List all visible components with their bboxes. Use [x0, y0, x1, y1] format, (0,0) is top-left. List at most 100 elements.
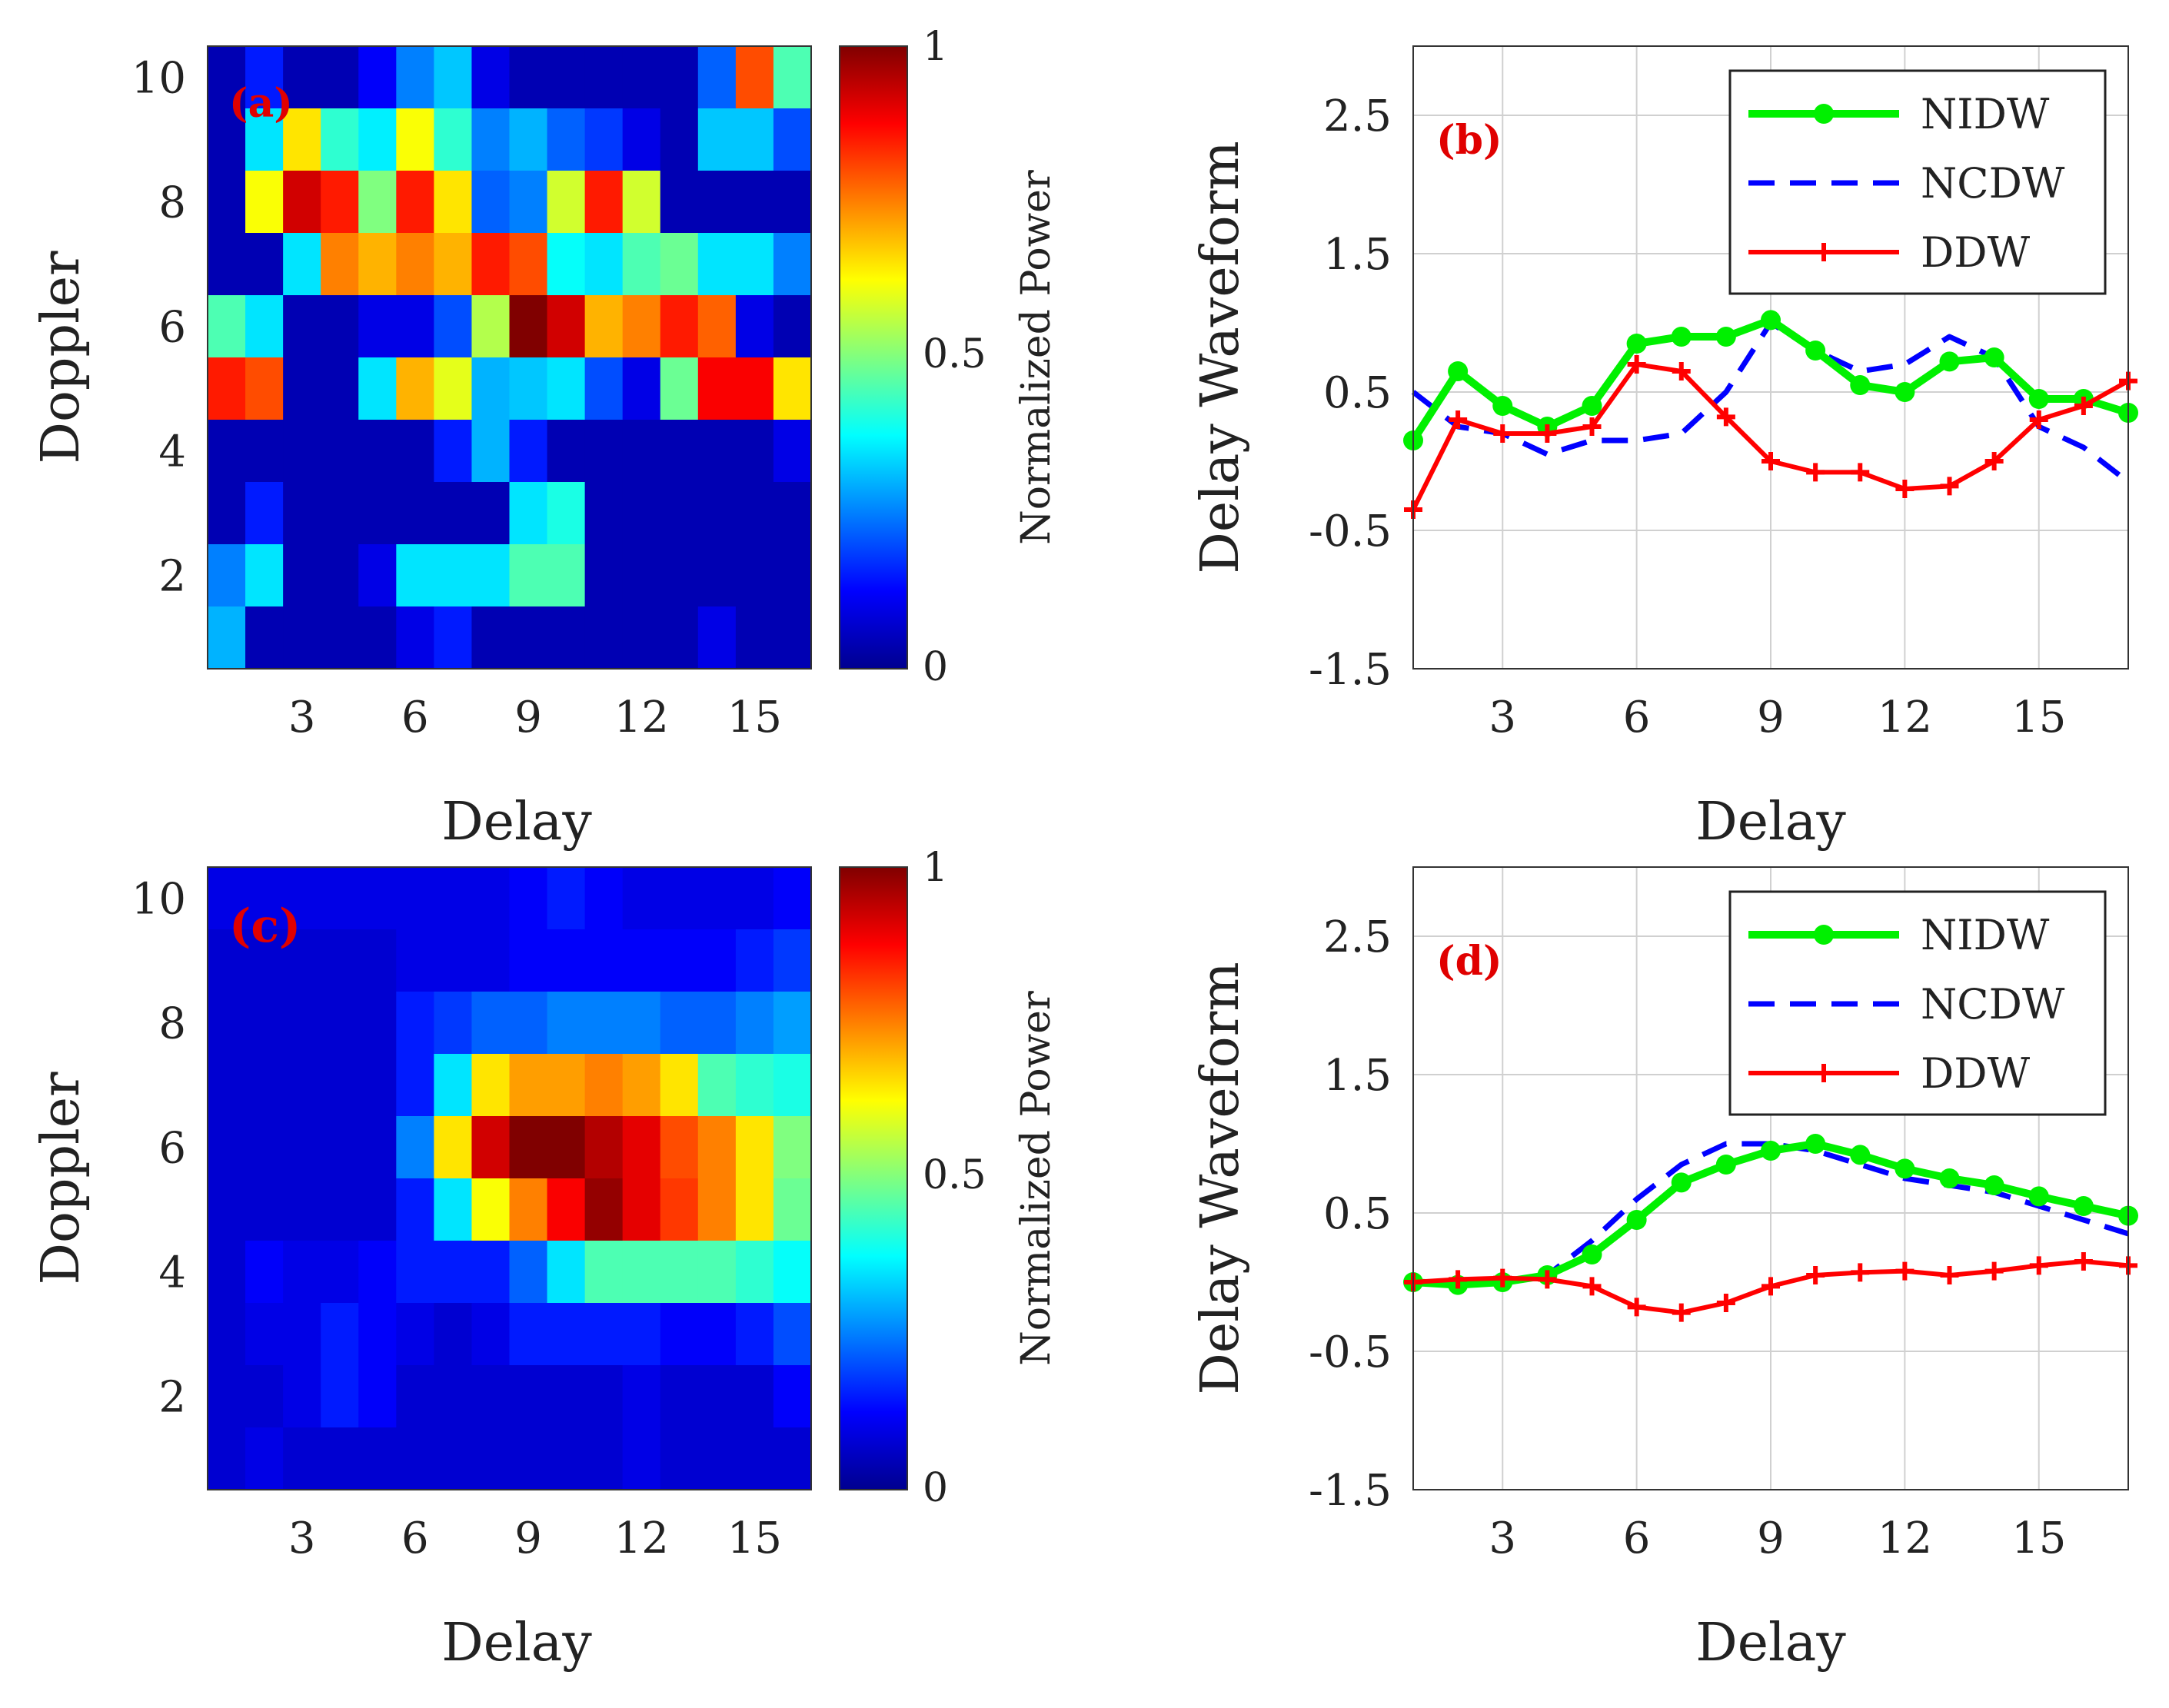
x-axis-label: Delay: [1695, 1613, 1846, 1673]
heatmap-cell: [697, 544, 737, 607]
heatmap-cell: [660, 929, 699, 992]
data-point: [1716, 407, 1735, 427]
heatmap-cell: [773, 867, 812, 930]
heatmap-cell: [660, 1427, 699, 1490]
heatmap-cell: [245, 233, 284, 296]
heatmap-cell: [660, 867, 699, 930]
heatmap-cell: [622, 992, 661, 1055]
heatmap-cell: [697, 1303, 737, 1366]
data-point: [1851, 1263, 1870, 1282]
data-point: [1582, 1277, 1602, 1296]
heatmap-cell: [697, 1116, 737, 1179]
heatmap-cell: [660, 1365, 699, 1428]
heatmap-cell: [547, 1303, 586, 1366]
heatmap-cell: [283, 233, 321, 296]
panel-label: (b): [1436, 117, 1502, 164]
heatmap-cell: [584, 295, 624, 358]
heatmap-cell: [434, 233, 473, 296]
heatmap-cell: [735, 420, 774, 483]
data-point: [2029, 410, 2048, 429]
heatmap-cell: [208, 108, 246, 171]
panel-d-line-chart: (d) 3 6 9 12 15 2.5 1.5 0.5 -0.5 -1.5 Delay Dela…: [1190, 866, 2138, 1673]
x-tick-labels: 3 6 9 12 15: [288, 693, 782, 743]
heatmap-cell: [434, 108, 473, 171]
data-point: [1627, 355, 1646, 374]
legend-marker: [1815, 1064, 1833, 1082]
panel-label: (a): [229, 80, 293, 127]
heatmap-cell: [358, 544, 397, 607]
data-point: [1940, 1266, 1959, 1284]
data-point: [1493, 424, 1512, 443]
heatmap-cell: [471, 1054, 511, 1117]
heatmap-cell: [547, 357, 586, 420]
plot-frame: [207, 45, 812, 670]
heatmap-cell: [773, 606, 812, 670]
heatmap-cell: [660, 606, 699, 670]
data-point: [1671, 1172, 1692, 1193]
heatmap-cell: [509, 1116, 548, 1179]
x-tick-label: 6: [401, 693, 429, 743]
heatmap-cell: [547, 482, 586, 545]
heatmap-cell: [471, 1427, 511, 1490]
heatmap-cell: [434, 606, 473, 670]
heatmap-cell: [509, 544, 548, 607]
heatmap-cell: [773, 420, 812, 483]
series-lines: [1403, 1134, 2138, 1322]
y-tick-label: 2: [158, 552, 186, 602]
heatmap-cell: [358, 46, 397, 109]
heatmap-cells: [208, 867, 812, 1490]
x-tick-label: 3: [288, 1514, 316, 1563]
heatmap-cell: [622, 1178, 661, 1241]
heatmap-cell: [735, 1365, 774, 1428]
heatmap-cell: [283, 357, 321, 420]
heatmap-cell: [547, 1116, 586, 1179]
heatmap-cell: [660, 108, 699, 171]
heatmap-cell: [773, 46, 812, 109]
data-point: [1716, 1294, 1735, 1312]
heatmap-cell: [697, 46, 737, 109]
heatmap-cell: [321, 108, 359, 171]
heatmap-cell: [434, 992, 473, 1055]
heatmap-cell: [697, 1365, 737, 1428]
heatmap-cell: [358, 1427, 397, 1490]
heatmap-cell: [547, 929, 586, 992]
heatmap-cell: [773, 108, 812, 171]
heatmap-cell: [321, 929, 359, 992]
heatmap-cell: [735, 1178, 774, 1241]
heatmap-cell: [245, 1054, 284, 1117]
heatmap-cell: [321, 1116, 359, 1179]
heatmap-cell: [471, 1178, 511, 1241]
heatmap-cell: [283, 482, 321, 545]
heatmap-cell: [471, 482, 511, 545]
heatmap-cell: [509, 295, 548, 358]
heatmap-cell: [735, 46, 774, 109]
heatmap-cell: [660, 46, 699, 109]
heatmap-cell: [584, 171, 624, 234]
heatmap-cell: [358, 1303, 397, 1366]
heatmap-cell: [471, 1365, 511, 1428]
data-point: [1538, 424, 1557, 443]
data-point: [1940, 477, 1959, 496]
heatmap-cell: [660, 1054, 699, 1117]
heatmap-cell: [283, 929, 321, 992]
heatmap-cell: [283, 295, 321, 358]
legend-marker: [1814, 104, 1834, 124]
data-point: [1626, 1210, 1647, 1230]
heatmap-cell: [584, 1054, 624, 1117]
data-point: [2073, 1196, 2094, 1216]
heatmap-cell: [660, 295, 699, 358]
x-tick-label: 15: [727, 1514, 782, 1563]
heatmap-cell: [283, 420, 321, 483]
heatmap-cell: [358, 295, 397, 358]
y-tick-label: -0.5: [1309, 507, 1392, 557]
x-tick-label: 15: [727, 693, 782, 743]
heatmap-cell: [396, 482, 434, 545]
heatmap-cell: [245, 1303, 284, 1366]
heatmap-cell: [208, 867, 246, 930]
data-point: [1984, 1175, 2004, 1195]
x-tick-label: 6: [1623, 1514, 1651, 1563]
heatmap-cell: [584, 357, 624, 420]
heatmap-cell: [321, 1178, 359, 1241]
data-point: [1448, 361, 1469, 381]
heatmap-cell: [358, 482, 397, 545]
